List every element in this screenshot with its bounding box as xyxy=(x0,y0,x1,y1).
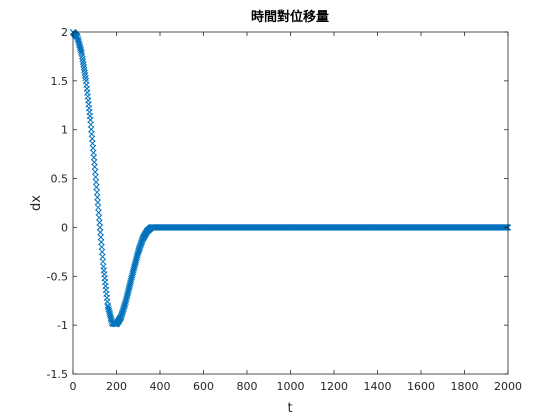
ticks-layer: 0 200 400 600 800 1000 1200 1400 1600 1800 2000 -1.… xyxy=(47,26,522,393)
x-tick-label: 1000 xyxy=(277,380,305,393)
x-tick-label: 400 xyxy=(150,380,171,393)
x-tick-label: 1800 xyxy=(451,380,479,393)
chart-title: 時間對位移量 xyxy=(251,9,329,25)
data-point-marker xyxy=(98,243,105,251)
y-tick-label: 0.5 xyxy=(51,173,69,186)
x-tick-label: 1200 xyxy=(320,380,348,393)
data-point-marker xyxy=(99,253,106,260)
x-tick-label: 2000 xyxy=(494,380,522,393)
data-point-marker xyxy=(97,229,104,236)
data-point-marker xyxy=(92,168,99,176)
series-layer xyxy=(69,28,512,328)
data-point-marker xyxy=(98,248,106,256)
data-point-marker xyxy=(91,163,98,170)
y-tick-label: -0.5 xyxy=(47,270,68,283)
plot-area xyxy=(73,32,508,374)
data-point-marker xyxy=(93,184,100,191)
data-point-marker xyxy=(94,199,101,206)
data-point-marker xyxy=(95,209,102,216)
x-tick-label: 0 xyxy=(70,380,77,393)
x-tick-label: 800 xyxy=(237,380,258,393)
data-point-marker xyxy=(92,173,99,181)
data-point-marker xyxy=(98,238,105,246)
y-tick-label: 2 xyxy=(61,26,68,39)
data-point-marker xyxy=(99,258,107,265)
data-point-marker xyxy=(97,234,104,241)
data-point-marker xyxy=(93,189,101,196)
y-tick-label: 1 xyxy=(61,124,68,137)
data-point-marker xyxy=(96,224,104,231)
data-point-marker xyxy=(92,178,100,186)
y-tick-label: -1.5 xyxy=(47,368,68,381)
data-point-marker xyxy=(95,214,103,221)
data-point-marker xyxy=(95,204,102,211)
data-point-marker xyxy=(96,219,103,226)
data-series xyxy=(69,28,512,328)
y-tick-label: 0 xyxy=(61,221,68,234)
x-axis-label: t xyxy=(287,401,292,416)
y-axis-label: dx xyxy=(29,195,44,211)
y-tick-label: 1.5 xyxy=(51,75,69,88)
data-point-marker xyxy=(94,194,101,201)
x-tick-label: 200 xyxy=(106,380,127,393)
x-tick-label: 1400 xyxy=(364,380,392,393)
x-tick-label: 600 xyxy=(193,380,214,393)
y-tick-label: -1 xyxy=(57,319,68,332)
x-tick-label: 1600 xyxy=(407,380,435,393)
